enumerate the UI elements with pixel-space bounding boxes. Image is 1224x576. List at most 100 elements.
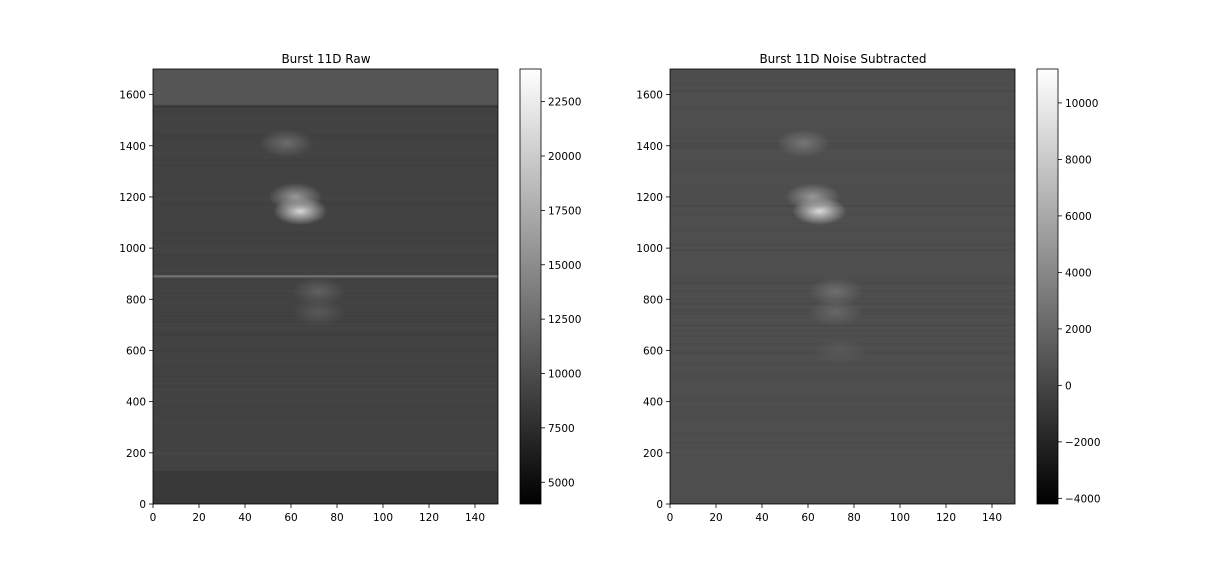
raw-noise-streak xyxy=(153,254,498,257)
raw-noise-streak xyxy=(153,432,498,435)
raw-noise-streak xyxy=(153,361,498,364)
subtracted-noise-streak xyxy=(670,147,1015,150)
subtracted-noise-streak xyxy=(670,425,1015,428)
raw-noise-streak xyxy=(153,140,498,143)
subtracted-noise-streak xyxy=(670,181,1015,184)
raw-noise-streak xyxy=(153,335,498,338)
subtracted-noise-streak xyxy=(670,227,1015,230)
raw-noise-streak xyxy=(153,454,498,457)
raw-x-tick-label: 40 xyxy=(238,512,251,524)
subtracted-noise-streak xyxy=(670,194,1015,197)
subtracted-noise-streak xyxy=(670,372,1015,375)
subtracted-noise-streak xyxy=(670,192,1015,195)
subtracted-heatmap-panel: Burst 11D Noise Subtracted 0 20 40 60 80 100 1… xyxy=(636,52,1100,524)
raw-y-tick-label: 1600 xyxy=(119,90,146,102)
subtracted-noise-streak xyxy=(670,90,1015,93)
raw-noise-streak xyxy=(153,141,498,144)
raw-noise-streak xyxy=(153,237,498,240)
raw-noise-streak xyxy=(153,176,498,179)
raw-noise-streak xyxy=(153,134,498,137)
raw-y-axis: 0 200 400 600 800 1000 1200 1400 1600 xyxy=(119,90,153,511)
subtracted-noise-streak xyxy=(670,411,1015,414)
raw-noise-streak xyxy=(153,117,498,120)
raw-signal-blob xyxy=(291,298,346,327)
raw-signal-blob xyxy=(268,182,323,211)
raw-noise-streak xyxy=(153,197,498,200)
raw-noise-streak xyxy=(153,331,498,334)
raw-noise-streak xyxy=(153,425,498,428)
subtracted-colorbar-tick-label: 8000 xyxy=(1065,154,1092,166)
subtracted-noise-streak xyxy=(670,432,1015,435)
subtracted-noise-streak xyxy=(670,276,1015,279)
subtracted-noise-streak xyxy=(670,102,1015,105)
subtracted-noise-streak xyxy=(670,106,1015,109)
raw-noise-streak xyxy=(153,270,498,273)
subtracted-noise-streak xyxy=(670,324,1015,327)
subtracted-x-tick-label: 120 xyxy=(936,512,956,524)
raw-noise-streak xyxy=(153,135,498,138)
raw-noise-streak xyxy=(153,329,498,332)
raw-signal-blob xyxy=(291,277,346,306)
raw-x-tick-label: 100 xyxy=(373,512,393,524)
raw-noise-streak xyxy=(153,425,498,428)
raw-heatmap-panel: Burst 11D Raw 0 20 40 60 80 100 120 140 0 200 400… xyxy=(119,52,581,524)
subtracted-y-tick-label: 1200 xyxy=(636,192,663,204)
raw-noise-streak xyxy=(153,110,498,113)
subtracted-y-tick-label: 600 xyxy=(643,345,663,357)
subtracted-x-tick-label: 0 xyxy=(667,512,674,524)
raw-x-tick-label: 140 xyxy=(465,512,485,524)
raw-noise-streak xyxy=(153,330,498,333)
subtracted-noise-streak xyxy=(670,229,1015,232)
raw-noise-streak xyxy=(153,381,498,384)
raw-x-axis: 0 20 40 60 80 100 120 140 xyxy=(150,504,485,524)
raw-noise-streak xyxy=(153,131,498,134)
raw-artifact-line xyxy=(153,275,498,278)
subtracted-noise-streak xyxy=(670,471,1015,474)
subtracted-noise-streak xyxy=(670,243,1015,246)
raw-band xyxy=(153,470,498,504)
subtracted-noise-streak xyxy=(670,164,1015,167)
subtracted-noise-streak xyxy=(670,142,1015,145)
subtracted-noise-streak xyxy=(670,482,1015,485)
subtracted-noise-streak xyxy=(670,217,1015,220)
subtracted-noise-streak xyxy=(670,328,1015,331)
raw-noise-streak xyxy=(153,202,498,205)
subtracted-noise-streak xyxy=(670,441,1015,444)
subtracted-noise-streak xyxy=(670,202,1015,205)
raw-y-tick-label: 1400 xyxy=(119,141,146,153)
subtracted-noise-streak xyxy=(670,268,1015,271)
raw-noise-streak xyxy=(153,410,498,413)
subtracted-noise-streak xyxy=(670,382,1015,385)
raw-noise-streak xyxy=(153,424,498,427)
subtracted-noise-streak xyxy=(670,220,1015,223)
raw-colorbar-tick-label: 12500 xyxy=(548,314,581,326)
subtracted-noise-streak xyxy=(670,457,1015,460)
raw-noise-streak xyxy=(153,155,498,158)
subtracted-plot-frame xyxy=(669,68,1016,505)
subtracted-noise-streak xyxy=(670,144,1015,147)
subtracted-noise-streak xyxy=(670,243,1015,246)
subtracted-noise-streak xyxy=(670,327,1015,330)
subtracted-chart-title: Burst 11D Noise Subtracted xyxy=(759,52,926,66)
raw-noise-streak xyxy=(153,158,498,161)
raw-noise-streak xyxy=(153,181,498,184)
raw-noise-streak xyxy=(153,468,498,471)
raw-noise-streak xyxy=(153,231,498,234)
raw-noise-streak xyxy=(153,384,498,387)
subtracted-noise-streak xyxy=(670,171,1015,174)
subtracted-noise-streak xyxy=(670,222,1015,225)
subtracted-noise-streak xyxy=(670,432,1015,435)
raw-noise-streak xyxy=(153,392,498,395)
raw-colorbar-tick-label: 5000 xyxy=(548,477,575,489)
subtracted-noise-streak xyxy=(670,245,1015,248)
subtracted-noise-streak xyxy=(670,499,1015,502)
subtracted-noise-streak xyxy=(670,171,1015,174)
raw-noise-streak xyxy=(153,359,498,362)
raw-noise-streak xyxy=(153,125,498,128)
subtracted-signal-blob xyxy=(776,129,831,158)
raw-noise-streak xyxy=(153,327,498,330)
subtracted-noise-streak xyxy=(670,83,1015,86)
subtracted-noise-streak xyxy=(670,461,1015,464)
subtracted-noise-streak xyxy=(670,89,1015,92)
